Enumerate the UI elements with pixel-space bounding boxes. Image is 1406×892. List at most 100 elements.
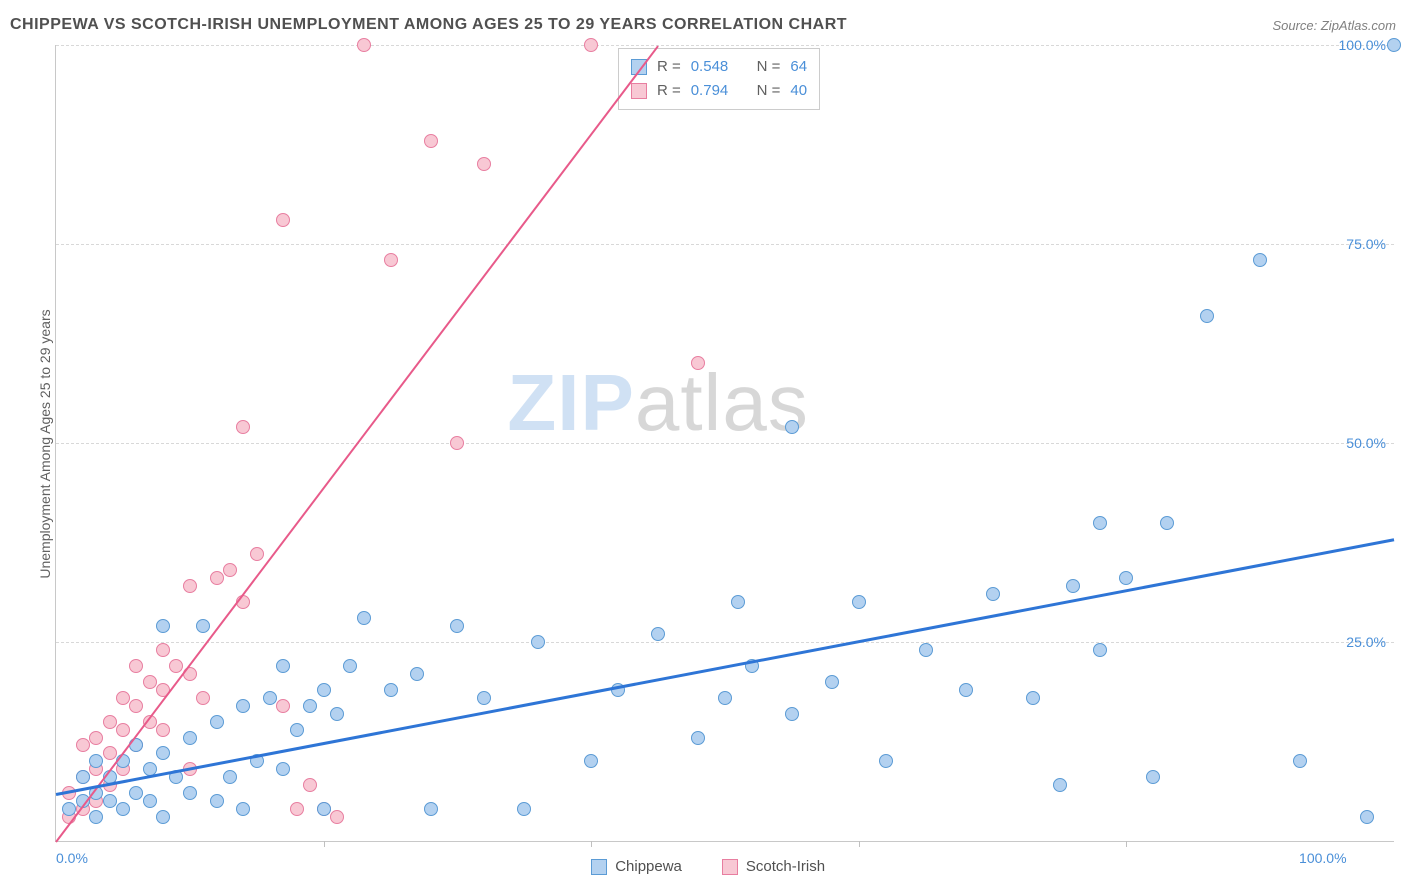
data-point — [116, 691, 130, 705]
data-point — [731, 595, 745, 609]
data-point — [1066, 579, 1080, 593]
data-point — [450, 436, 464, 450]
data-point — [410, 667, 424, 681]
gridline-h — [56, 244, 1394, 245]
data-point — [959, 683, 973, 697]
data-point — [1026, 691, 1040, 705]
data-point — [196, 619, 210, 633]
x-tick-label: 0.0% — [56, 850, 88, 866]
data-point — [183, 579, 197, 593]
data-point — [718, 691, 732, 705]
legend-row-chippewa: R = 0.548 N = 64 — [631, 55, 807, 79]
data-point — [531, 635, 545, 649]
data-point — [89, 754, 103, 768]
data-point — [116, 802, 130, 816]
data-point — [156, 810, 170, 824]
scatter-plot: ZIPatlas R = 0.548 N = 64 R = 0.794 N = … — [55, 45, 1394, 842]
x-tick-mark — [1126, 841, 1127, 847]
y-tick-label: 25.0% — [1346, 634, 1386, 650]
data-point — [290, 723, 304, 737]
data-point — [156, 619, 170, 633]
data-point — [651, 627, 665, 641]
data-point — [89, 810, 103, 824]
trendline — [55, 45, 659, 842]
data-point — [330, 810, 344, 824]
data-point — [517, 802, 531, 816]
data-point — [156, 723, 170, 737]
data-point — [317, 683, 331, 697]
data-point — [477, 157, 491, 171]
data-point — [76, 738, 90, 752]
data-point — [276, 213, 290, 227]
data-point — [156, 643, 170, 657]
data-point — [116, 723, 130, 737]
data-point — [156, 746, 170, 760]
x-tick-label: 100.0% — [1299, 850, 1346, 866]
legend-item-scotch-irish: Scotch-Irish — [722, 858, 825, 875]
data-point — [1360, 810, 1374, 824]
data-point — [1293, 754, 1307, 768]
data-point — [1253, 253, 1267, 267]
data-point — [276, 699, 290, 713]
data-point — [263, 691, 277, 705]
data-point — [103, 794, 117, 808]
x-tick-mark — [859, 841, 860, 847]
data-point — [236, 802, 250, 816]
data-point — [236, 699, 250, 713]
data-point — [424, 802, 438, 816]
y-axis-label: Unemployment Among Ages 25 to 29 years — [37, 309, 53, 578]
data-point — [357, 38, 371, 52]
gridline-h — [56, 642, 1394, 643]
data-point — [129, 659, 143, 673]
data-point — [879, 754, 893, 768]
data-point — [236, 420, 250, 434]
data-point — [1200, 309, 1214, 323]
data-point — [317, 802, 331, 816]
data-point — [143, 794, 157, 808]
legend-row-scotch-irish: R = 0.794 N = 40 — [631, 79, 807, 103]
y-tick-label: 50.0% — [1346, 435, 1386, 451]
data-point — [584, 38, 598, 52]
chart-title: CHIPPEWA VS SCOTCH-IRISH UNEMPLOYMENT AM… — [10, 16, 847, 34]
x-tick-mark — [591, 841, 592, 847]
data-point — [196, 691, 210, 705]
data-point — [424, 134, 438, 148]
data-point — [143, 675, 157, 689]
data-point — [290, 802, 304, 816]
data-point — [183, 786, 197, 800]
legend-item-chippewa: Chippewa — [591, 858, 682, 875]
data-point — [276, 762, 290, 776]
data-point — [103, 715, 117, 729]
data-point — [785, 707, 799, 721]
swatch-scotch-irish — [631, 83, 647, 99]
y-tick-label: 100.0% — [1339, 37, 1386, 53]
x-tick-mark — [324, 841, 325, 847]
data-point — [169, 659, 183, 673]
data-point — [103, 746, 117, 760]
data-point — [691, 731, 705, 745]
data-point — [825, 675, 839, 689]
data-point — [129, 786, 143, 800]
data-point — [250, 547, 264, 561]
swatch-scotch-irish — [722, 859, 738, 875]
data-point — [129, 699, 143, 713]
data-point — [210, 571, 224, 585]
data-point — [785, 420, 799, 434]
data-point — [357, 611, 371, 625]
data-point — [276, 659, 290, 673]
swatch-chippewa — [591, 859, 607, 875]
data-point — [210, 715, 224, 729]
data-point — [303, 778, 317, 792]
data-point — [89, 731, 103, 745]
data-point — [450, 619, 464, 633]
chart-header: CHIPPEWA VS SCOTCH-IRISH UNEMPLOYMENT AM… — [10, 10, 1396, 40]
data-point — [1093, 643, 1107, 657]
gridline-h — [56, 443, 1394, 444]
data-point — [223, 563, 237, 577]
data-point — [691, 356, 705, 370]
data-point — [1119, 571, 1133, 585]
data-point — [584, 754, 598, 768]
y-tick-label: 75.0% — [1346, 236, 1386, 252]
data-point — [477, 691, 491, 705]
data-point — [1160, 516, 1174, 530]
